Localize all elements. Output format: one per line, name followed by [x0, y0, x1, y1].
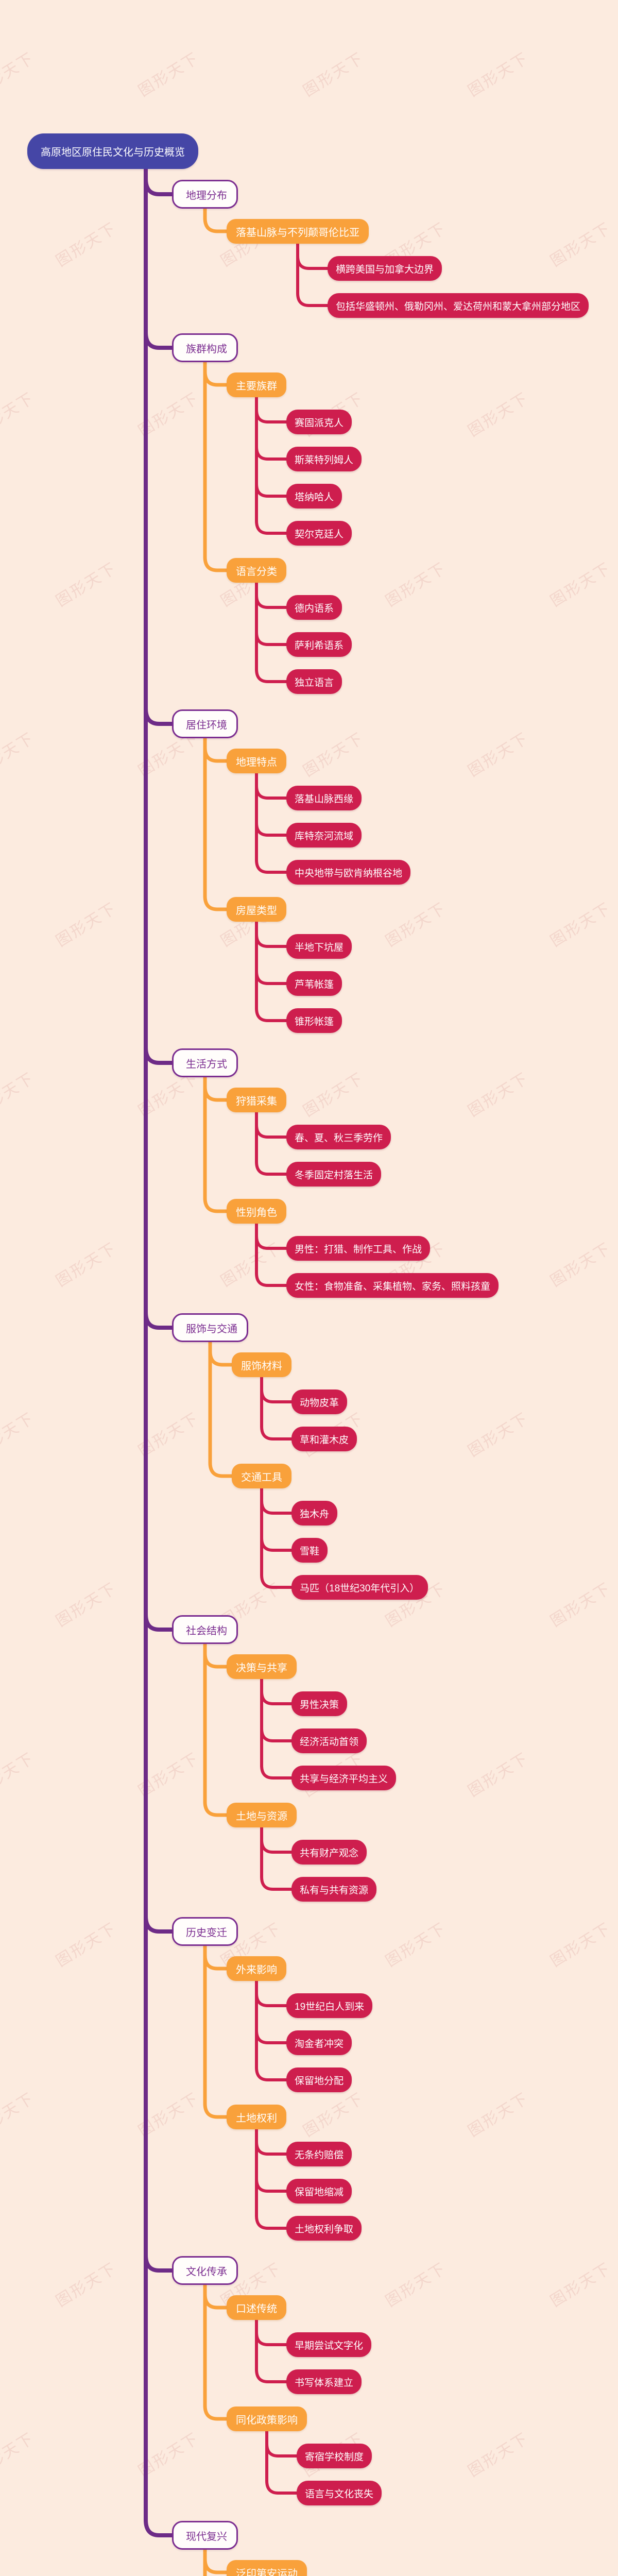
sub-branch-node[interactable]: 性别角色	[227, 1199, 286, 1224]
leaf-node[interactable]: 寄宿学校制度	[297, 2444, 372, 2468]
leaf-node[interactable]: 男性决策	[291, 1691, 347, 1716]
branch-node[interactable]: 地理分布	[172, 180, 238, 209]
leaf-node[interactable]: 保留地分配	[286, 2067, 352, 2092]
sub-branch-node[interactable]: 交通工具	[232, 1464, 291, 1488]
sub-branch-node[interactable]: 狩猎采集	[227, 1088, 286, 1112]
branch-node[interactable]: 族群构成	[172, 333, 238, 362]
leaf-node[interactable]: 马匹（18世纪30年代引入）	[291, 1575, 428, 1600]
leaf-node[interactable]: 19世纪白人到来	[286, 1993, 372, 2018]
leaf-node[interactable]: 书写体系建立	[286, 2369, 362, 2394]
leaf-node[interactable]: 赛固派克人	[286, 410, 352, 434]
leaf-node[interactable]: 半地下坑屋	[286, 934, 352, 959]
leaf-node[interactable]: 女性：食物准备、采集植物、家务、照料孩童	[286, 1273, 499, 1298]
leaf-node[interactable]: 冬季固定村落生活	[286, 1162, 381, 1187]
leaf-node[interactable]: 私有与共有资源	[291, 1877, 376, 1902]
sub-branch-node[interactable]: 决策与共享	[227, 1654, 297, 1679]
sub-branch-node[interactable]: 同化政策影响	[227, 2406, 307, 2431]
branch-node[interactable]: 文化传承	[172, 2256, 238, 2285]
branch-node[interactable]: 历史变迁	[172, 1917, 238, 1946]
sub-branch-node[interactable]: 地理特点	[227, 749, 286, 773]
leaf-node[interactable]: 共有财产观念	[291, 1840, 367, 1865]
sub-branch-node[interactable]: 服饰材料	[232, 1352, 291, 1377]
leaf-node[interactable]: 语言与文化丧失	[297, 2481, 382, 2505]
leaf-node[interactable]: 库特奈河流域	[286, 823, 362, 848]
leaf-node[interactable]: 保留地缩减	[286, 2179, 352, 2204]
branch-node[interactable]: 社会结构	[172, 1615, 238, 1644]
branch-node[interactable]: 服饰与交通	[172, 1313, 248, 1342]
branch-node[interactable]: 生活方式	[172, 1048, 238, 1077]
leaf-node[interactable]: 独木舟	[291, 1501, 337, 1526]
leaf-node[interactable]: 锥形帐篷	[286, 1008, 342, 1033]
sub-branch-node[interactable]: 房屋类型	[227, 897, 286, 922]
leaf-node[interactable]: 土地权利争取	[286, 2216, 362, 2241]
leaf-node[interactable]: 芦苇帐篷	[286, 971, 342, 996]
leaf-node[interactable]: 无条约赔偿	[286, 2142, 352, 2166]
branch-node[interactable]: 居住环境	[172, 709, 238, 738]
root-node[interactable]: 高原地区原住民文化与历史概览	[27, 133, 198, 169]
sub-branch-node[interactable]: 外来影响	[227, 1956, 286, 1981]
leaf-node[interactable]: 经济活动首领	[291, 1728, 367, 1753]
sub-branch-node[interactable]: 口述传统	[227, 2295, 286, 2320]
leaf-node[interactable]: 塔纳哈人	[286, 484, 342, 509]
leaf-node[interactable]: 独立语言	[286, 669, 342, 694]
branch-node[interactable]: 现代复兴	[172, 2521, 238, 2550]
leaf-node[interactable]: 共享与经济平均主义	[291, 1766, 396, 1790]
leaf-node[interactable]: 动物皮革	[291, 1389, 347, 1414]
leaf-node[interactable]: 斯莱特列姆人	[286, 447, 362, 471]
sub-branch-node[interactable]: 主要族群	[227, 372, 286, 397]
leaf-node[interactable]: 横跨美国与加拿大边界	[328, 256, 442, 281]
leaf-node[interactable]: 男性：打猎、制作工具、作战	[286, 1236, 430, 1261]
leaf-node[interactable]: 中央地带与欧肯纳根谷地	[286, 860, 410, 885]
leaf-node[interactable]: 契尔克廷人	[286, 521, 352, 546]
sub-branch-node[interactable]: 泛印第安运动	[227, 2560, 307, 2576]
leaf-node[interactable]: 落基山脉西缘	[286, 786, 362, 810]
sub-branch-node[interactable]: 语言分类	[227, 558, 286, 583]
leaf-node[interactable]: 德内语系	[286, 595, 342, 620]
leaf-node[interactable]: 草和灌木皮	[291, 1427, 357, 1451]
leaf-node[interactable]: 早期尝试文字化	[286, 2332, 371, 2357]
leaf-node[interactable]: 淘金者冲突	[286, 2030, 352, 2055]
leaf-node[interactable]: 包括华盛顿州、俄勒冈州、爱达荷州和蒙大拿州部分地区	[328, 293, 589, 318]
leaf-node[interactable]: 春、夏、秋三季劳作	[286, 1125, 391, 1149]
sub-branch-node[interactable]: 落基山脉与不列颠哥伦比亚	[227, 219, 369, 244]
leaf-node[interactable]: 萨利希语系	[286, 632, 352, 657]
sub-branch-node[interactable]: 土地与资源	[227, 1803, 297, 1827]
sub-branch-node[interactable]: 土地权利	[227, 2105, 286, 2129]
leaf-node[interactable]: 雪鞋	[291, 1538, 328, 1563]
